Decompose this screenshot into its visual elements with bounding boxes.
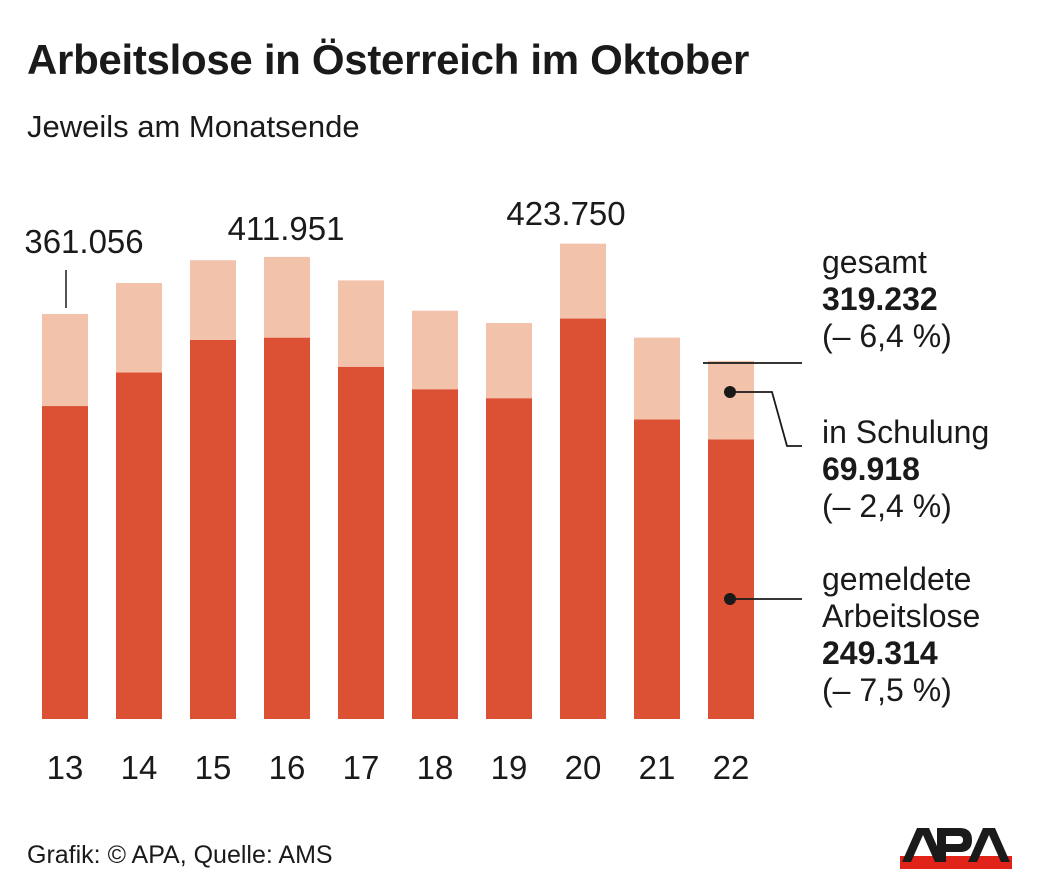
- legend-training-value: 69.918: [822, 451, 920, 487]
- bar-training-14: [116, 282, 162, 373]
- legend-registered: gemeldete Arbeitslose 249.314 (– 7,5 %): [822, 561, 980, 709]
- legend-total-label: gesamt: [822, 244, 927, 280]
- bar-registered-13: [42, 406, 88, 719]
- leader-line-training: [730, 391, 802, 447]
- bar-training-20: [560, 243, 606, 319]
- bar-training-17: [338, 280, 384, 367]
- bar-training-19: [486, 323, 532, 399]
- bar-registered-20: [560, 318, 606, 719]
- bar-registered-21: [634, 419, 680, 719]
- source-credit: Grafik: © APA, Quelle: AMS: [27, 841, 333, 869]
- bar-training-21: [634, 337, 680, 420]
- bar-registered-18: [412, 389, 458, 719]
- legend-training-change: (– 2,4 %): [822, 488, 952, 524]
- bar-registered-19: [486, 398, 532, 719]
- value-label-13: 361.056: [24, 223, 143, 260]
- x-tick-16: 16: [269, 749, 306, 786]
- bar-registered-15: [190, 339, 236, 719]
- apa-logo-bar: [900, 856, 1012, 869]
- bar-training-15: [190, 260, 236, 340]
- legend-total: gesamt 319.232 (– 6,4 %): [822, 244, 952, 355]
- chart-subtitle: Jeweils am Monatsende: [27, 109, 360, 144]
- x-tick-19: 19: [491, 749, 528, 786]
- legend-registered-label-2: Arbeitslose: [822, 598, 981, 634]
- value-label-20: 423.750: [506, 195, 625, 232]
- x-tick-21: 21: [639, 749, 676, 786]
- legend-training: in Schulung 69.918 (– 2,4 %): [822, 414, 989, 525]
- apa-logo-letters: [902, 828, 1010, 862]
- legend-total-change: (– 6,4 %): [822, 318, 952, 354]
- legend-training-label: in Schulung: [822, 414, 990, 450]
- chart-title: Arbeitslose in Österreich im Oktober: [27, 36, 750, 83]
- x-tick-17: 17: [343, 749, 380, 786]
- x-tick-13: 13: [47, 749, 84, 786]
- x-tick-22: 22: [713, 749, 750, 786]
- legend-total-value: 319.232: [822, 281, 938, 317]
- value-label-16: 411.951: [228, 210, 345, 247]
- value-labels: 361.056 411.951 423.750: [24, 195, 625, 260]
- bar-registered-14: [116, 372, 162, 719]
- legend-registered-value: 249.314: [822, 635, 938, 671]
- x-tick-15: 15: [195, 749, 232, 786]
- x-tick-20: 20: [565, 749, 602, 786]
- legend-registered-label-1: gemeldete: [822, 561, 972, 597]
- bar-registered-16: [264, 337, 310, 719]
- x-axis-ticks: 13 14 15 16 17 18 19 20 21 22: [47, 749, 750, 786]
- bar-registered-22: [708, 439, 754, 719]
- x-tick-14: 14: [121, 749, 158, 786]
- bar-registered-17: [338, 366, 384, 719]
- bars-group: [42, 243, 754, 719]
- legend-registered-change: (– 7,5 %): [822, 672, 952, 708]
- bar-training-22: [708, 360, 754, 440]
- x-tick-18: 18: [417, 749, 454, 786]
- legend-leader-lines: [65, 270, 802, 605]
- bar-training-13: [42, 314, 88, 407]
- bar-training-18: [412, 310, 458, 390]
- apa-logo: [900, 828, 1012, 869]
- bar-training-16: [264, 256, 310, 338]
